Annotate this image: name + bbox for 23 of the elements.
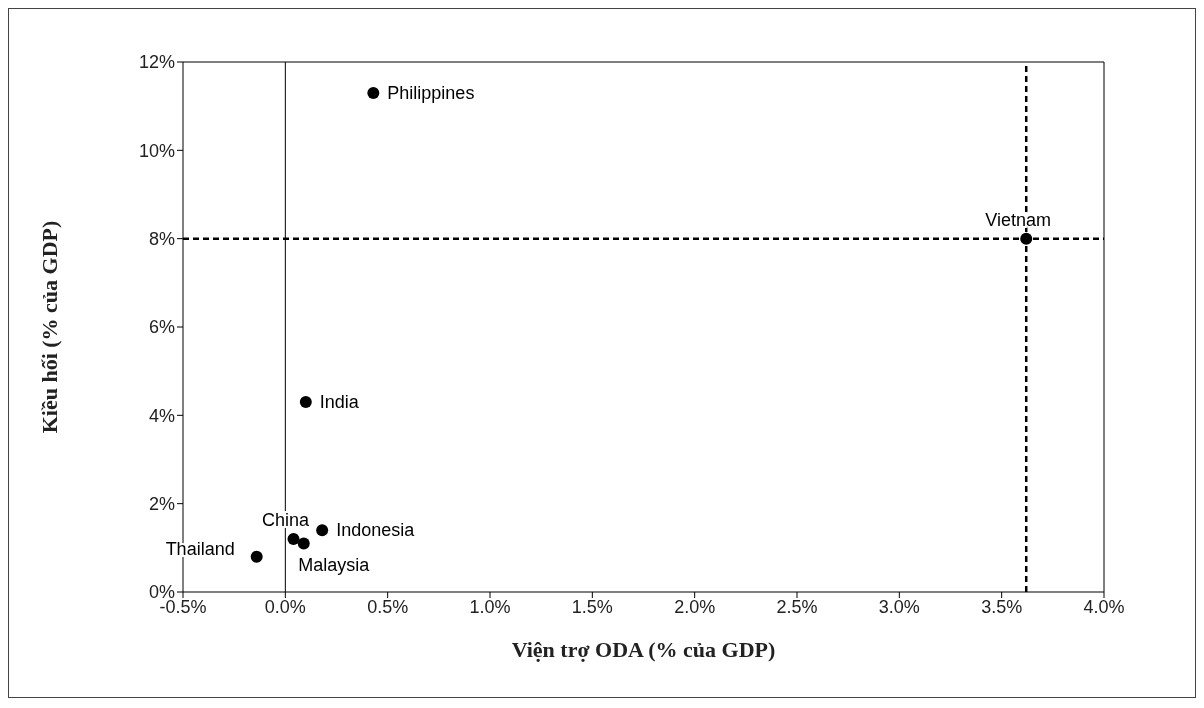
series-label: Vietnam bbox=[985, 209, 1052, 230]
x-tick-label: 3.0% bbox=[878, 596, 920, 617]
x-tick-label: 2.0% bbox=[674, 596, 716, 617]
x-axis-title: Viện trợ ODA (% của GDP) bbox=[511, 637, 776, 662]
series-label: Philippines bbox=[387, 82, 475, 103]
y-tick-label: 6% bbox=[148, 317, 175, 338]
y-tick-label: 8% bbox=[148, 229, 175, 250]
x-tick-label: 1.0% bbox=[469, 596, 511, 617]
series-label: Thailand bbox=[165, 538, 235, 559]
x-tick-label: 3.5% bbox=[981, 596, 1023, 617]
y-tick-label: 2% bbox=[148, 494, 175, 515]
y-tick-label: 10% bbox=[138, 140, 175, 161]
series-label: India bbox=[319, 392, 360, 413]
x-tick-label: 0.5% bbox=[367, 596, 409, 617]
y-tick-label: 12% bbox=[138, 52, 175, 73]
x-tick-label: 4.0% bbox=[1083, 596, 1125, 617]
series-label: Indonesia bbox=[336, 520, 416, 541]
y-tick-label: 4% bbox=[148, 405, 175, 426]
series-label: Malaysia bbox=[298, 555, 371, 576]
x-tick-label: 2.5% bbox=[776, 596, 818, 617]
y-axis-title: Kiều hối (% của GDP) bbox=[36, 220, 62, 434]
x-tick-label: 0.0% bbox=[264, 596, 306, 617]
x-tick-label: 1.5% bbox=[571, 596, 613, 617]
